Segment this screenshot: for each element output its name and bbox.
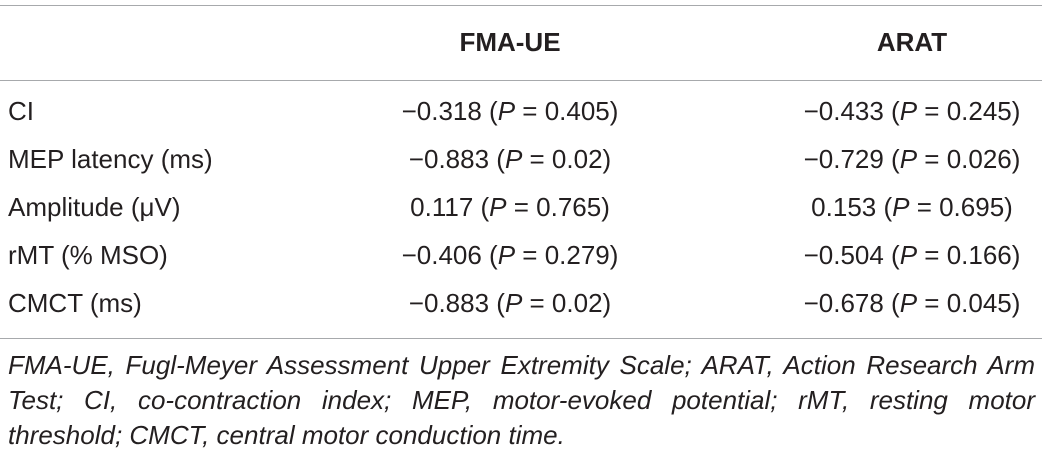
row-label: rMT (% MSO) [8,240,168,270]
cell-text: −0.883 ( [408,144,505,174]
cell-text: 0.153 ( [811,192,893,222]
cell-text: = 0.045) [917,288,1021,318]
cell-text: = 0.166) [917,240,1021,270]
cell-text: P [899,96,918,126]
table-cell: −0.433 (P = 0.245) [804,96,1021,126]
table-cell: 0.153 (P = 0.695) [811,192,1013,222]
cell-text: −0.883 ( [408,288,505,318]
cell-text: P [497,96,516,126]
cell-text: P [489,192,507,222]
table-cell: −0.406 (P = 0.279) [402,240,619,270]
cell-text: −0.504 ( [803,240,900,270]
row-label: CI [8,96,34,126]
cell-text: = 0.765) [506,192,610,222]
row-label: Amplitude (μV) [8,192,181,222]
row-label: MEP latency (ms) [8,144,213,174]
table-cell: −0.504 (P = 0.166) [804,240,1021,270]
top-rule [0,5,1042,6]
footnote: FMA-UE, Fugl-Meyer Assessment Upper Extr… [8,350,1035,450]
cell-text: = 0.02) [522,144,612,174]
row-label: CMCT (ms) [8,288,142,318]
cell-text: = 0.279) [515,240,619,270]
cell-text: P [504,144,523,174]
cell-text: −0.406 ( [401,240,498,270]
cell-text: P [899,288,918,318]
bottom-rule [0,338,1042,339]
table-cell: −0.883 (P = 0.02) [409,144,611,174]
column-header: ARAT [876,27,948,57]
column-header: FMA-UE [459,27,561,57]
cell-text: = 0.695) [909,192,1013,222]
cell-text: = 0.026) [917,144,1021,174]
cell-text: P [504,288,523,318]
cell-text: P [899,144,918,174]
table-cell: −0.729 (P = 0.026) [804,144,1021,174]
cell-text: −0.729 ( [803,144,900,174]
cell-text: −0.433 ( [803,96,900,126]
table-cell: −0.678 (P = 0.045) [804,288,1021,318]
header-rule [0,80,1042,81]
table-cell: −0.318 (P = 0.405) [402,96,619,126]
table-cell: 0.117 (P = 0.765) [410,192,610,222]
cell-text: = 0.245) [917,96,1021,126]
cell-text: P [497,240,516,270]
cell-text: −0.678 ( [803,288,900,318]
cell-text: = 0.02) [522,288,612,318]
cell-text: = 0.405) [515,96,619,126]
cell-text: −0.318 ( [401,96,498,126]
cell-text: 0.117 ( [410,192,490,222]
cell-text: P [899,240,918,270]
cell-text: P [892,192,910,222]
table-cell: −0.883 (P = 0.02) [409,288,611,318]
